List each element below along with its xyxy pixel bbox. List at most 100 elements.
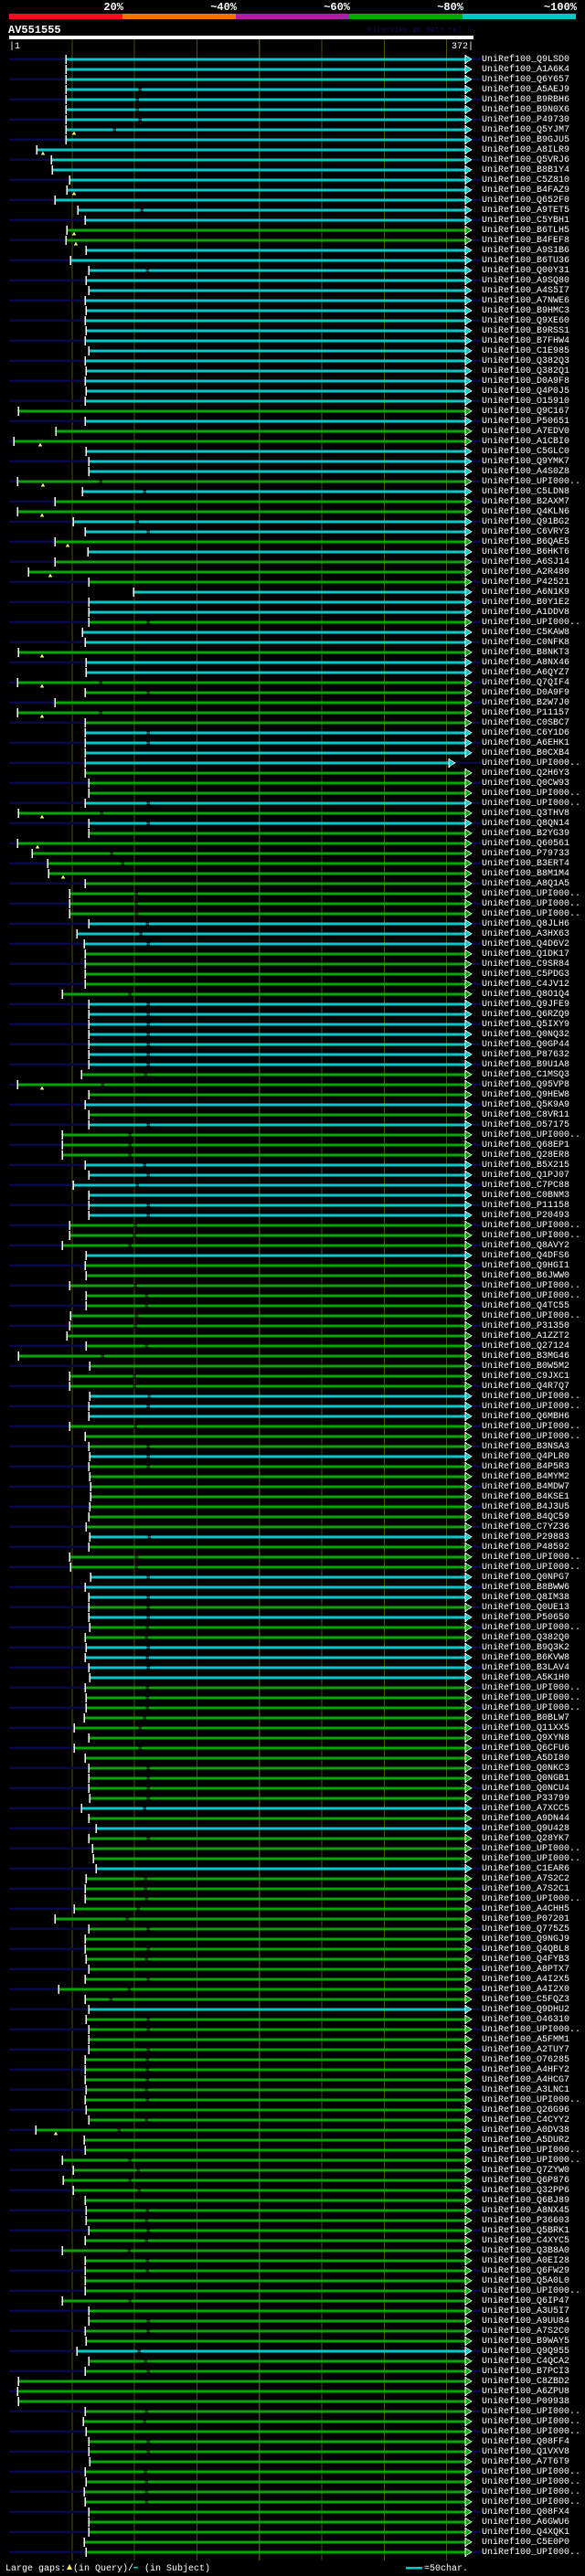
svg-text:UniRef100_Q382Q3: UniRef100_Q382Q3: [482, 355, 569, 366]
svg-text:UniRef100_A6GWU6: UniRef100_A6GWU6: [482, 2517, 569, 2528]
svg-text:UniRef100_A9UU84: UniRef100_A9UU84: [482, 2316, 569, 2327]
svg-text:UniRef100_UPI000..: UniRef100_UPI000..: [482, 1682, 580, 1693]
svg-text:UniRef100_B5X215: UniRef100_B5X215: [482, 1160, 569, 1171]
svg-text:UniRef100_B3ERT4: UniRef100_B3ERT4: [482, 858, 569, 869]
svg-text:UniRef100_UPI000..: UniRef100_UPI000..: [482, 758, 580, 769]
svg-text:UniRef100_B0W5M2: UniRef100_B0W5M2: [482, 1361, 569, 1372]
svg-text:UniRef100_A5K1H0: UniRef100_A5K1H0: [482, 1672, 569, 1683]
svg-text:UniRef100_B6KVW8: UniRef100_B6KVW8: [482, 1652, 569, 1663]
svg-text:UniRef100_UPI000..: UniRef100_UPI000..: [482, 788, 580, 799]
svg-text:UniRef100_Q4FYB3: UniRef100_Q4FYB3: [482, 1954, 569, 1965]
svg-text:UniRef100_UPI000..: UniRef100_UPI000..: [482, 908, 580, 919]
svg-text:UniRef100_P87632: UniRef100_P87632: [482, 1049, 569, 1060]
svg-text:UniRef100_C5GLC0: UniRef100_C5GLC0: [482, 446, 569, 457]
svg-text:UniRef100_Q8QN14: UniRef100_Q8QN14: [482, 818, 569, 829]
svg-text:UniRef100_Q28ER8: UniRef100_Q28ER8: [482, 1150, 569, 1161]
svg-text:UniRef100_A7S2C1: UniRef100_A7S2C1: [482, 1883, 569, 1894]
svg-text:UniRef100_Q6CFU6: UniRef100_Q6CFU6: [482, 1743, 569, 1754]
svg-text:UniRef100_Q9Q955: UniRef100_Q9Q955: [482, 2346, 569, 2357]
svg-text:(in Subject): (in Subject): [144, 2563, 210, 2574]
svg-text:UniRef100_Q775Z5: UniRef100_Q775Z5: [482, 1924, 569, 1935]
svg-text:UniRef100_A9DN44: UniRef100_A9DN44: [482, 1813, 569, 1824]
svg-text:UniRef100_UPI000..: UniRef100_UPI000..: [482, 2466, 580, 2477]
svg-text:UniRef100_P09938: UniRef100_P09938: [482, 2396, 569, 2407]
svg-text:UniRef100_B9U1A8: UniRef100_B9U1A8: [482, 1059, 569, 1070]
svg-text:UniRef100_B9GJU5: UniRef100_B9GJU5: [482, 134, 569, 145]
svg-text:UniRef100_A4S0Z8: UniRef100_A4S0Z8: [482, 466, 569, 477]
svg-text:UniRef100_D0A9F9: UniRef100_D0A9F9: [482, 687, 569, 698]
svg-text:UniRef100_C5KAW8: UniRef100_C5KAW8: [482, 627, 569, 638]
svg-text:UniRef100_Q9XYN8: UniRef100_Q9XYN8: [482, 1733, 569, 1744]
svg-text:UniRef100_Q6IP47: UniRef100_Q6IP47: [482, 2295, 569, 2306]
svg-text:UniRef100_B6JWW0: UniRef100_B6JWW0: [482, 1270, 569, 1281]
svg-text:UniRef100_B2YG39: UniRef100_B2YG39: [482, 828, 569, 839]
svg-text:UniRef100_Q1PJ07: UniRef100_Q1PJ07: [482, 1170, 569, 1181]
svg-text:UniRef100_B4KSE1: UniRef100_B4KSE1: [482, 1491, 569, 1502]
svg-text:UniRef100_Q0NCU4: UniRef100_Q0NCU4: [482, 1783, 569, 1794]
svg-text:UniRef100_Q4TC55: UniRef100_Q4TC55: [482, 1300, 569, 1311]
svg-text:UniRef100_A1DDV8: UniRef100_A1DDV8: [482, 607, 569, 618]
svg-text:~60%: ~60%: [324, 1, 351, 14]
svg-text:UniRef100_A7NWE6: UniRef100_A7NWE6: [482, 295, 569, 306]
svg-text:UniRef100_Q32PP6: UniRef100_Q32PP6: [482, 2185, 569, 2196]
svg-text:UniRef100_Q5BRK1: UniRef100_Q5BRK1: [482, 2225, 569, 2236]
svg-text:UniRef100_UPI000..: UniRef100_UPI000..: [482, 1220, 580, 1231]
svg-text:UniRef100_C4QCA2: UniRef100_C4QCA2: [482, 2356, 569, 2367]
svg-text:UniRef100_Q4KLN6: UniRef100_Q4KLN6: [482, 506, 569, 517]
svg-text:UniRef100_A4I2X5: UniRef100_A4I2X5: [482, 1974, 569, 1985]
svg-text:UniRef100_UPI000..: UniRef100_UPI000..: [482, 2406, 580, 2417]
svg-text:UniRef100_UPI000..: UniRef100_UPI000..: [482, 1622, 580, 1633]
svg-text:UniRef100_C5PDG3: UniRef100_C5PDG3: [482, 969, 569, 980]
svg-text:UniRef100_Q27124: UniRef100_Q27124: [482, 1341, 569, 1352]
svg-text:UniRef100_Q9DHU2: UniRef100_Q9DHU2: [482, 2004, 569, 2015]
svg-text:UniRef100_Q4P0J5: UniRef100_Q4P0J5: [482, 386, 569, 397]
svg-text:UniRef100_UPI000..: UniRef100_UPI000..: [482, 1552, 580, 1563]
svg-text:UniRef100_A8NX46: UniRef100_A8NX46: [482, 657, 569, 668]
svg-text:UniRef100_Q5YJM7: UniRef100_Q5YJM7: [482, 124, 569, 135]
svg-text:UniRef100_UPI000..: UniRef100_UPI000..: [482, 2024, 580, 2035]
svg-text:AV551555: AV551555: [8, 24, 61, 37]
svg-text:UniRef100_B4QC59: UniRef100_B4QC59: [482, 1511, 569, 1522]
svg-text:UniRef100_C8ZBD2: UniRef100_C8ZBD2: [482, 2376, 569, 2387]
svg-text:UniRef100_Q5VRJ6: UniRef100_Q5VRJ6: [482, 154, 569, 165]
svg-text:UniRef100_Q4DFS6: UniRef100_Q4DFS6: [482, 1250, 569, 1261]
svg-text:UniRef100_UPI000..: UniRef100_UPI000..: [482, 2547, 580, 2558]
svg-text:UniRef100_P49730: UniRef100_P49730: [482, 114, 569, 125]
svg-text:UniRef100_UPI000..: UniRef100_UPI000..: [482, 2094, 580, 2105]
svg-text:UniRef100_B4MYM2: UniRef100_B4MYM2: [482, 1471, 569, 1482]
svg-text:UniRef100_UPI000..: UniRef100_UPI000..: [482, 1290, 580, 1301]
svg-text:UniRef100_A4I2X0: UniRef100_A4I2X0: [482, 1984, 569, 1995]
svg-text:UniRef100_UPI000..: UniRef100_UPI000..: [482, 2476, 580, 2487]
svg-text:UniRef100_P11158: UniRef100_P11158: [482, 1200, 569, 1211]
svg-text:UniRef100_A9TET5: UniRef100_A9TET5: [482, 205, 569, 216]
svg-text:UniRef100_C4CYY2: UniRef100_C4CYY2: [482, 2115, 569, 2125]
svg-text:UniRef100_Q91BG2: UniRef100_Q91BG2: [482, 516, 569, 527]
svg-text:(in Query)/: (in Query)/: [73, 2563, 133, 2574]
svg-text:UniRef100_O15910: UniRef100_O15910: [482, 396, 569, 407]
svg-text:UniRef100_O76285: UniRef100_O76285: [482, 2054, 569, 2065]
svg-text:UniRef100_UPI000..: UniRef100_UPI000..: [482, 1280, 580, 1291]
svg-text:UniRef100_C8VR11: UniRef100_C8VR11: [482, 1109, 569, 1120]
svg-text:UniRef100_Q8O1Q4: UniRef100_Q8O1Q4: [482, 989, 569, 1000]
svg-text:UniRef100_A4S5I7: UniRef100_A4S5I7: [482, 285, 569, 296]
svg-text:UniRef100_B4FAZ9: UniRef100_B4FAZ9: [482, 185, 569, 196]
svg-text:UniRef100_P50650: UniRef100_P50650: [482, 1612, 569, 1623]
svg-text:UniRef100_Q8JLH6: UniRef100_Q8JLH6: [482, 918, 569, 929]
svg-text:UniRef100_C5FQZ3: UniRef100_C5FQZ3: [482, 1994, 569, 2005]
svg-text:UniRef100_B9RBH6: UniRef100_B9RBH6: [482, 94, 569, 105]
svg-text:UniRef100_B4MDW7: UniRef100_B4MDW7: [482, 1481, 569, 1492]
svg-text:UniRef100_P50651: UniRef100_P50651: [482, 416, 569, 427]
svg-text:UniRef100_Q382Q0: UniRef100_Q382Q0: [482, 1632, 569, 1643]
svg-text:UniRef100_A8PTX7: UniRef100_A8PTX7: [482, 1964, 569, 1975]
svg-text:UniRef100_B6QAE5: UniRef100_B6QAE5: [482, 536, 569, 547]
svg-text:UniRef100_A3U5I7: UniRef100_A3U5I7: [482, 2306, 569, 2316]
svg-text:UniRef100_B9HMC3: UniRef100_B9HMC3: [482, 305, 569, 316]
svg-text:UniRef100_Q8IM38: UniRef100_Q8IM38: [482, 1592, 569, 1603]
svg-text:UniRef100_A7EDV0: UniRef100_A7EDV0: [482, 426, 569, 437]
svg-text:UniRef100_O57175: UniRef100_O57175: [482, 1119, 569, 1130]
svg-text:UniRef100_A8Q1A5: UniRef100_A8Q1A5: [482, 878, 569, 889]
svg-text:UniRef100_Q5IXY9: UniRef100_Q5IXY9: [482, 1019, 569, 1030]
svg-text:UniRef100_UPI000..: UniRef100_UPI000..: [482, 1692, 580, 1703]
svg-text:UniRef100_A4HCG7: UniRef100_A4HCG7: [482, 2074, 569, 2085]
svg-text:UniRef100_A7S2C2: UniRef100_A7S2C2: [482, 1873, 569, 1884]
